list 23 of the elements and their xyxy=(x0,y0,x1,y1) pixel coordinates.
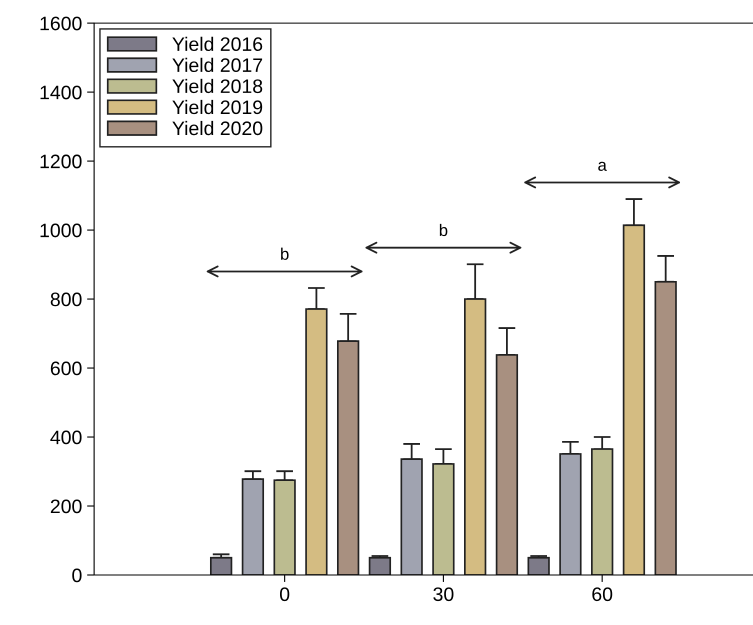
x-tick-label: 0 xyxy=(280,587,290,602)
annotation: b xyxy=(281,248,289,260)
legend-label: Yield 2018 xyxy=(172,78,262,94)
y-tick-label: 1200 xyxy=(40,154,82,168)
annotation: a xyxy=(598,162,607,171)
legend-label: Yield 2017 xyxy=(172,58,262,72)
y-tick-label: 400 xyxy=(50,430,82,444)
y-tick-label: 1000 xyxy=(40,224,82,238)
bar xyxy=(528,556,550,575)
y-tick-label: 1400 xyxy=(40,86,82,100)
y-tick-label: 0 xyxy=(72,568,82,582)
y-tick-label: 600 xyxy=(50,362,82,376)
bar xyxy=(210,556,232,575)
y-tick-label: 1600 xyxy=(40,16,82,30)
bar xyxy=(368,556,392,575)
legend-label: Yield 2020 xyxy=(172,120,262,136)
x-tick-label: 60 xyxy=(592,587,612,602)
legend-label: Yield 2019 xyxy=(172,100,262,114)
x-tick-label: 30 xyxy=(433,587,454,602)
annotation: b xyxy=(440,224,448,236)
legend-label: Yield 2016 xyxy=(172,36,262,52)
y-tick-label: 200 xyxy=(50,499,82,514)
y-tick-label: 800 xyxy=(50,292,82,306)
